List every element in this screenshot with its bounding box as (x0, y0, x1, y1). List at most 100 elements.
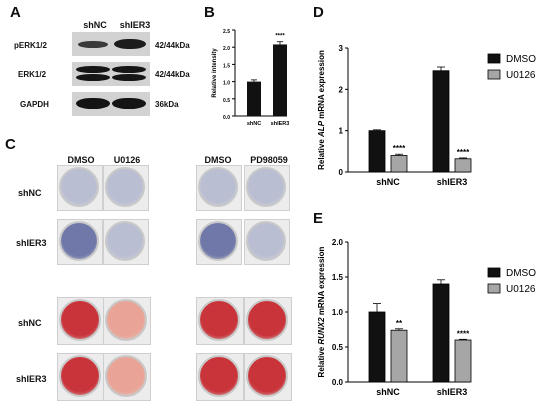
well-frame (196, 219, 242, 265)
blot-column-label: shNC (83, 20, 107, 30)
y-tick-label: 1.0 (332, 308, 344, 317)
y-axis-label-prefix: Relative (317, 137, 326, 170)
significance-label: **** (275, 34, 285, 40)
well-frame (244, 353, 292, 401)
blot-band (76, 74, 110, 81)
stained-well (198, 355, 240, 397)
stained-well (105, 167, 145, 207)
well-frame (57, 297, 105, 345)
stained-well (198, 167, 238, 207)
bar (247, 81, 261, 116)
legend-swatch (487, 267, 501, 278)
x-tick-label: shNC (376, 387, 400, 397)
legend-swatch (487, 283, 501, 294)
y-tick-label: 1.5 (223, 63, 230, 69)
significance-label: **** (393, 144, 406, 153)
significance-label: **** (457, 329, 470, 338)
group-label: shNC (18, 318, 42, 328)
panel-label-c: C (5, 136, 16, 153)
legend-label: DMSO (506, 54, 536, 65)
x-tick-label: shIER3 (271, 121, 290, 127)
well-frame (103, 165, 149, 211)
y-tick-label: 0 (339, 168, 344, 177)
y-tick-label: 2 (339, 85, 344, 94)
y-tick-label: 0.0 (332, 378, 344, 387)
legend-label: U0126 (506, 70, 536, 81)
y-tick-label: 2.5 (223, 29, 230, 35)
stained-well (246, 355, 288, 397)
stained-well (246, 221, 286, 261)
blot-row-label: pERK1/2 (14, 41, 47, 50)
y-axis-label-gene: ALP (317, 120, 326, 138)
group-label: shNC (18, 188, 42, 198)
bar (390, 329, 408, 383)
blot-strip-gapdh (72, 92, 150, 116)
chart-b: 0.0 0.5 1.0 1.5 2.0 2.5 shNC shIER3 **** Relative… (212, 29, 290, 127)
x-tick-label: shNC (376, 177, 400, 187)
x-tick-label: shIER3 (437, 387, 468, 397)
chart-e: 0.0 0.5 1.0 1.5 2.0 ** shNC **** shIER3 Relative … (317, 238, 536, 397)
blot-row-label: GAPDH (20, 100, 49, 109)
bar (454, 339, 472, 383)
y-tick-label: 0.5 (223, 98, 230, 104)
legend-label: DMSO (506, 268, 536, 279)
legend-label: U0126 (506, 284, 536, 295)
y-tick-label: 0.5 (332, 343, 344, 352)
y-axis-label-suffix: mRNA expression (317, 50, 326, 121)
treatment-label: DMSO (204, 155, 232, 165)
well-frame (103, 219, 149, 265)
stained-well (198, 299, 240, 341)
blot-band (112, 74, 146, 81)
bar (368, 311, 386, 383)
well-frame (196, 353, 244, 401)
well-frame (196, 165, 242, 211)
treatment-label: U0126 (113, 155, 141, 165)
stained-well (59, 355, 101, 397)
panel-label-b: B (204, 4, 215, 21)
well-frame (244, 219, 290, 265)
y-tick-label: 2.0 (223, 46, 230, 52)
y-tick-label: 1.0 (223, 81, 230, 87)
blot-band (112, 66, 146, 73)
group-label: shIER3 (16, 374, 47, 384)
well-frame (244, 165, 290, 211)
y-axis-label-gene: RUNX2 (317, 317, 326, 345)
bar (454, 158, 472, 173)
treatment-label: PD98059 (250, 155, 288, 165)
y-tick-label: 2.0 (332, 238, 344, 247)
y-axis-label-suffix: mRNA expression (317, 246, 326, 317)
panel-label-d: D (313, 4, 324, 21)
blot-size-label: 36kDa (155, 100, 179, 109)
well-frame (244, 297, 292, 345)
panel-label-a: A (10, 4, 21, 21)
stained-well (105, 355, 147, 397)
group-label: shIER3 (16, 238, 47, 248)
stained-well (246, 299, 288, 341)
well-frame (103, 353, 151, 401)
x-tick-label: shNC (247, 121, 261, 127)
bar (273, 44, 287, 116)
stained-well (59, 221, 99, 261)
well-frame (57, 353, 105, 401)
stained-well (105, 221, 145, 261)
blot-row-label: ERK1/2 (18, 70, 47, 79)
significance-label: ** (396, 319, 403, 328)
bar (432, 283, 450, 383)
well-frame (57, 165, 103, 211)
blot-size-label: 42/44kDa (155, 41, 190, 50)
blot-size-label: 42/44kDa (155, 70, 190, 79)
chart-d: 0 1 2 3 **** shNC **** shIER3 Relative ALP mRNA … (317, 44, 536, 187)
y-tick-label: 1 (339, 127, 344, 136)
well-frame (103, 297, 151, 345)
y-axis-label: Relative RUNX2 mRNA expression (317, 246, 326, 377)
bar (368, 130, 386, 173)
y-tick-label: 3 (339, 44, 344, 53)
blot-band (78, 41, 108, 48)
stained-well (198, 221, 238, 261)
well-frame (196, 297, 244, 345)
y-axis-label: Relative ALP mRNA expression (317, 50, 326, 170)
stained-well (59, 299, 101, 341)
significance-label: **** (457, 148, 470, 157)
bar (390, 155, 408, 173)
y-tick-label: 0.0 (223, 115, 230, 121)
